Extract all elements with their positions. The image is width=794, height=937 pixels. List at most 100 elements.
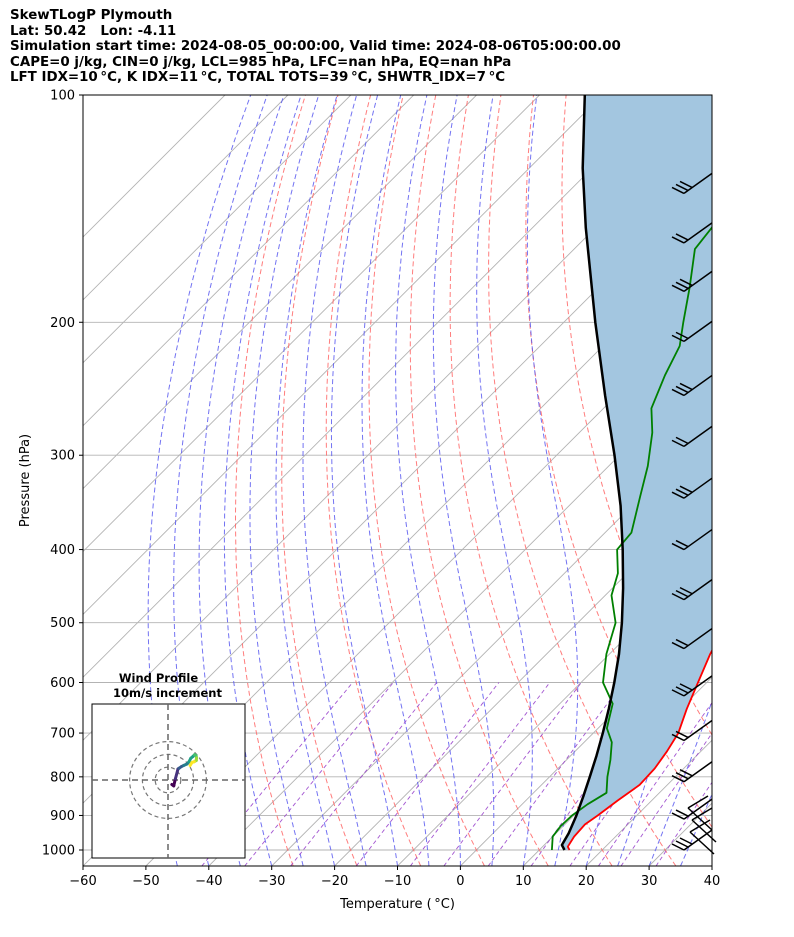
mixing-ratio-line bbox=[443, 682, 582, 866]
dry-adiabat bbox=[729, 95, 794, 866]
wind-barb bbox=[671, 477, 713, 499]
station-title: SkewTLogP Plymouth bbox=[10, 8, 173, 23]
mixing-ratio-line bbox=[355, 682, 500, 866]
y-tick-label: 900 bbox=[50, 809, 75, 824]
y-tick-label: 600 bbox=[50, 676, 75, 691]
dry-adiabat bbox=[368, 95, 485, 866]
hodograph-segment bbox=[188, 760, 194, 768]
wind-barb bbox=[671, 579, 713, 601]
hodograph-segment bbox=[173, 767, 180, 781]
isotherm-line bbox=[83, 95, 477, 490]
wind-barb bbox=[671, 320, 713, 343]
isotherm-line bbox=[397, 550, 712, 866]
isotherm-line bbox=[83, 95, 226, 238]
moist-adiabat bbox=[330, 95, 398, 866]
y-axis-label: Pressure (hPa) bbox=[18, 434, 33, 527]
isotherm-line bbox=[460, 613, 712, 866]
x-tick-label: −50 bbox=[132, 874, 159, 889]
wind-barb bbox=[689, 819, 715, 855]
isotherm-line bbox=[83, 95, 603, 616]
dry-adiabat bbox=[762, 95, 794, 866]
moist-adiabat bbox=[223, 95, 302, 866]
moist-adiabat bbox=[198, 95, 285, 866]
y-tick-label: 500 bbox=[50, 616, 75, 631]
mixing-ratio-line bbox=[290, 682, 438, 866]
moist-adiabat bbox=[648, 699, 712, 866]
isotherm-line bbox=[775, 95, 794, 866]
dry-adiabat bbox=[449, 95, 613, 866]
isotherm-line bbox=[83, 95, 540, 553]
stability-params: CAPE=0 j/kg, CIN=0 j/kg, LCL=985 hPa, LF… bbox=[10, 54, 512, 70]
x-tick-label: −60 bbox=[69, 874, 96, 889]
y-tick-label: 200 bbox=[50, 316, 75, 331]
wind-barb bbox=[671, 719, 713, 742]
x-tick-label: 40 bbox=[704, 874, 721, 889]
y-tick-label: 1000 bbox=[42, 844, 75, 859]
x-tick-label: 30 bbox=[641, 874, 658, 889]
y-tick-label: 100 bbox=[50, 89, 75, 104]
x-axis-label: Temperature ( °C) bbox=[339, 897, 455, 912]
wind-barb bbox=[687, 795, 713, 831]
wind-barb bbox=[671, 222, 713, 244]
cin-shading bbox=[562, 95, 712, 850]
dry-adiabat bbox=[561, 95, 712, 736]
moist-adiabat bbox=[173, 95, 268, 866]
moist-adiabat bbox=[744, 95, 794, 866]
wind-barb bbox=[671, 528, 713, 551]
y-tick-label: 300 bbox=[50, 449, 75, 464]
x-tick-label: −30 bbox=[258, 874, 285, 889]
moist-adiabat bbox=[617, 95, 700, 866]
wind-barb bbox=[671, 761, 713, 783]
x-tick-label: 0 bbox=[456, 874, 464, 889]
hodograph-subtitle: 10m/s increment bbox=[113, 686, 222, 700]
x-tick-label: 10 bbox=[515, 874, 532, 889]
mixing-ratio-line bbox=[598, 701, 712, 866]
isotherm-line bbox=[711, 865, 712, 866]
x-tick-label: −10 bbox=[384, 874, 411, 889]
wind-barb bbox=[671, 270, 713, 293]
isotherm-line bbox=[83, 95, 415, 427]
moist-adiabat bbox=[526, 95, 579, 866]
isotherm-line bbox=[271, 425, 712, 866]
dry-adiabat bbox=[409, 95, 549, 866]
y-tick-label: 800 bbox=[50, 770, 75, 785]
x-tick-label: −20 bbox=[321, 874, 348, 889]
isotherm-line bbox=[83, 95, 666, 678]
parcel-path bbox=[560, 95, 625, 851]
moist-adiabat bbox=[302, 95, 367, 866]
chart-header: SkewTLogP Plymouth Lat: 50.42 Lon: -4.11… bbox=[10, 8, 621, 86]
isotherm-line bbox=[83, 95, 289, 301]
isotherm-line bbox=[83, 95, 352, 364]
dry-adiabat bbox=[488, 95, 677, 866]
wind-barb bbox=[671, 627, 713, 650]
index-params: LFT IDX=10 °C, K IDX=11 °C, TOTAL TOTS=3… bbox=[10, 70, 506, 86]
station-location: Lat: 50.42 Lon: -4.11 bbox=[10, 23, 177, 39]
moist-adiabat bbox=[361, 95, 430, 866]
wind-barb bbox=[671, 425, 713, 448]
isotherm-line bbox=[334, 487, 712, 866]
mixing-ratio-line bbox=[655, 781, 712, 866]
y-tick-label: 700 bbox=[50, 727, 75, 742]
hodograph-title: Wind Profile bbox=[119, 671, 199, 685]
wind-barb bbox=[671, 675, 713, 697]
wind-barb bbox=[671, 172, 713, 195]
x-tick-label: −40 bbox=[195, 874, 222, 889]
mixing-ratio-line bbox=[620, 732, 712, 866]
moist-adiabat bbox=[275, 95, 338, 866]
moist-adiabat bbox=[395, 95, 461, 866]
simulation-times: Simulation start time: 2024-08-05_00:00:… bbox=[10, 39, 621, 55]
wind-barb bbox=[671, 374, 713, 397]
mixing-ratio-line bbox=[410, 682, 551, 866]
wind-barb bbox=[671, 798, 713, 820]
dry-adiabat bbox=[281, 95, 358, 866]
plot-area bbox=[83, 95, 794, 866]
y-tick-label: 400 bbox=[50, 543, 75, 558]
moist-adiabat bbox=[432, 95, 495, 866]
mixing-ratio-line bbox=[487, 682, 624, 866]
moist-adiabat bbox=[249, 95, 320, 866]
dry-adiabat bbox=[235, 95, 306, 866]
moist-adiabat bbox=[711, 864, 712, 866]
mixing-ratio-line bbox=[244, 682, 394, 866]
